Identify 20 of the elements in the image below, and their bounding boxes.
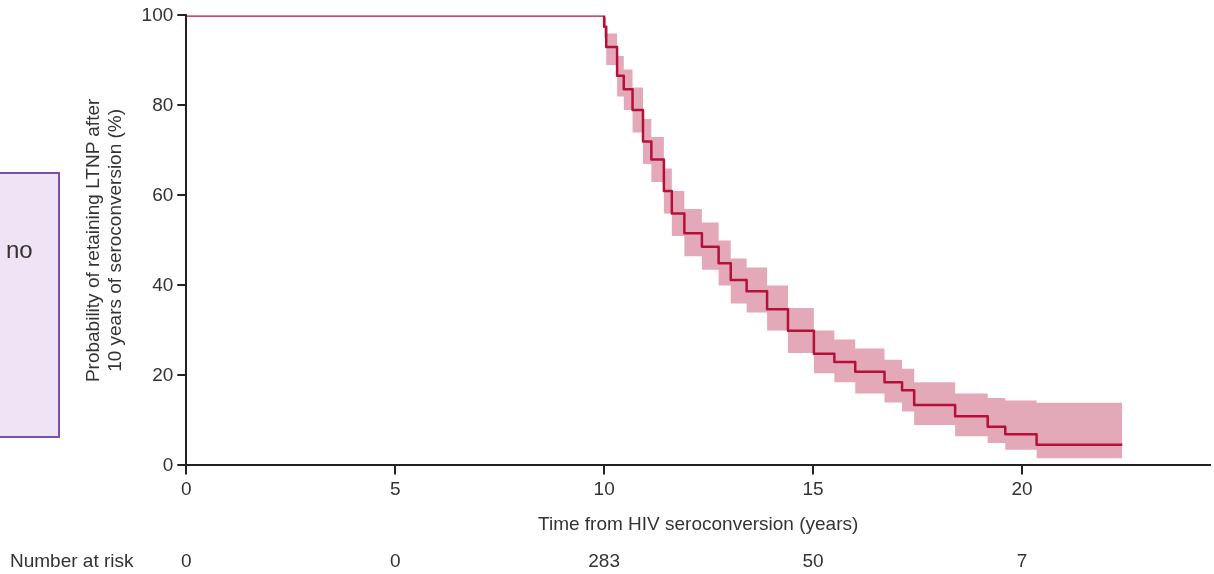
text: 7 [1016,550,1028,572]
x-axis-title: Time from HIV seroconversion (years) [538,512,859,534]
text: 0 [181,550,192,572]
y-tick-label: 80 [152,93,174,115]
y-axis-title: Probability of retaining LTNP after 10 years of seroconversion (%) [81,98,126,383]
y-tick-label: 60 [152,183,174,205]
text: Number at risk [10,550,135,572]
y-tick-label: 100 [141,3,174,25]
panel-box: no [0,172,60,438]
text: 283 [588,550,620,572]
y-tick-label: 20 [152,363,174,385]
x-tick-label: 5 [389,478,401,500]
y-tick-label: 0 [162,453,174,475]
text: 0 [389,550,401,572]
y-tick-label: 40 [152,273,174,295]
x-tick-label: 20 [1011,478,1033,500]
x-tick-label: 10 [593,478,615,500]
x-tick-label: 15 [802,478,824,500]
text: 50 [802,550,824,572]
x-tick-label: 0 [181,478,192,500]
